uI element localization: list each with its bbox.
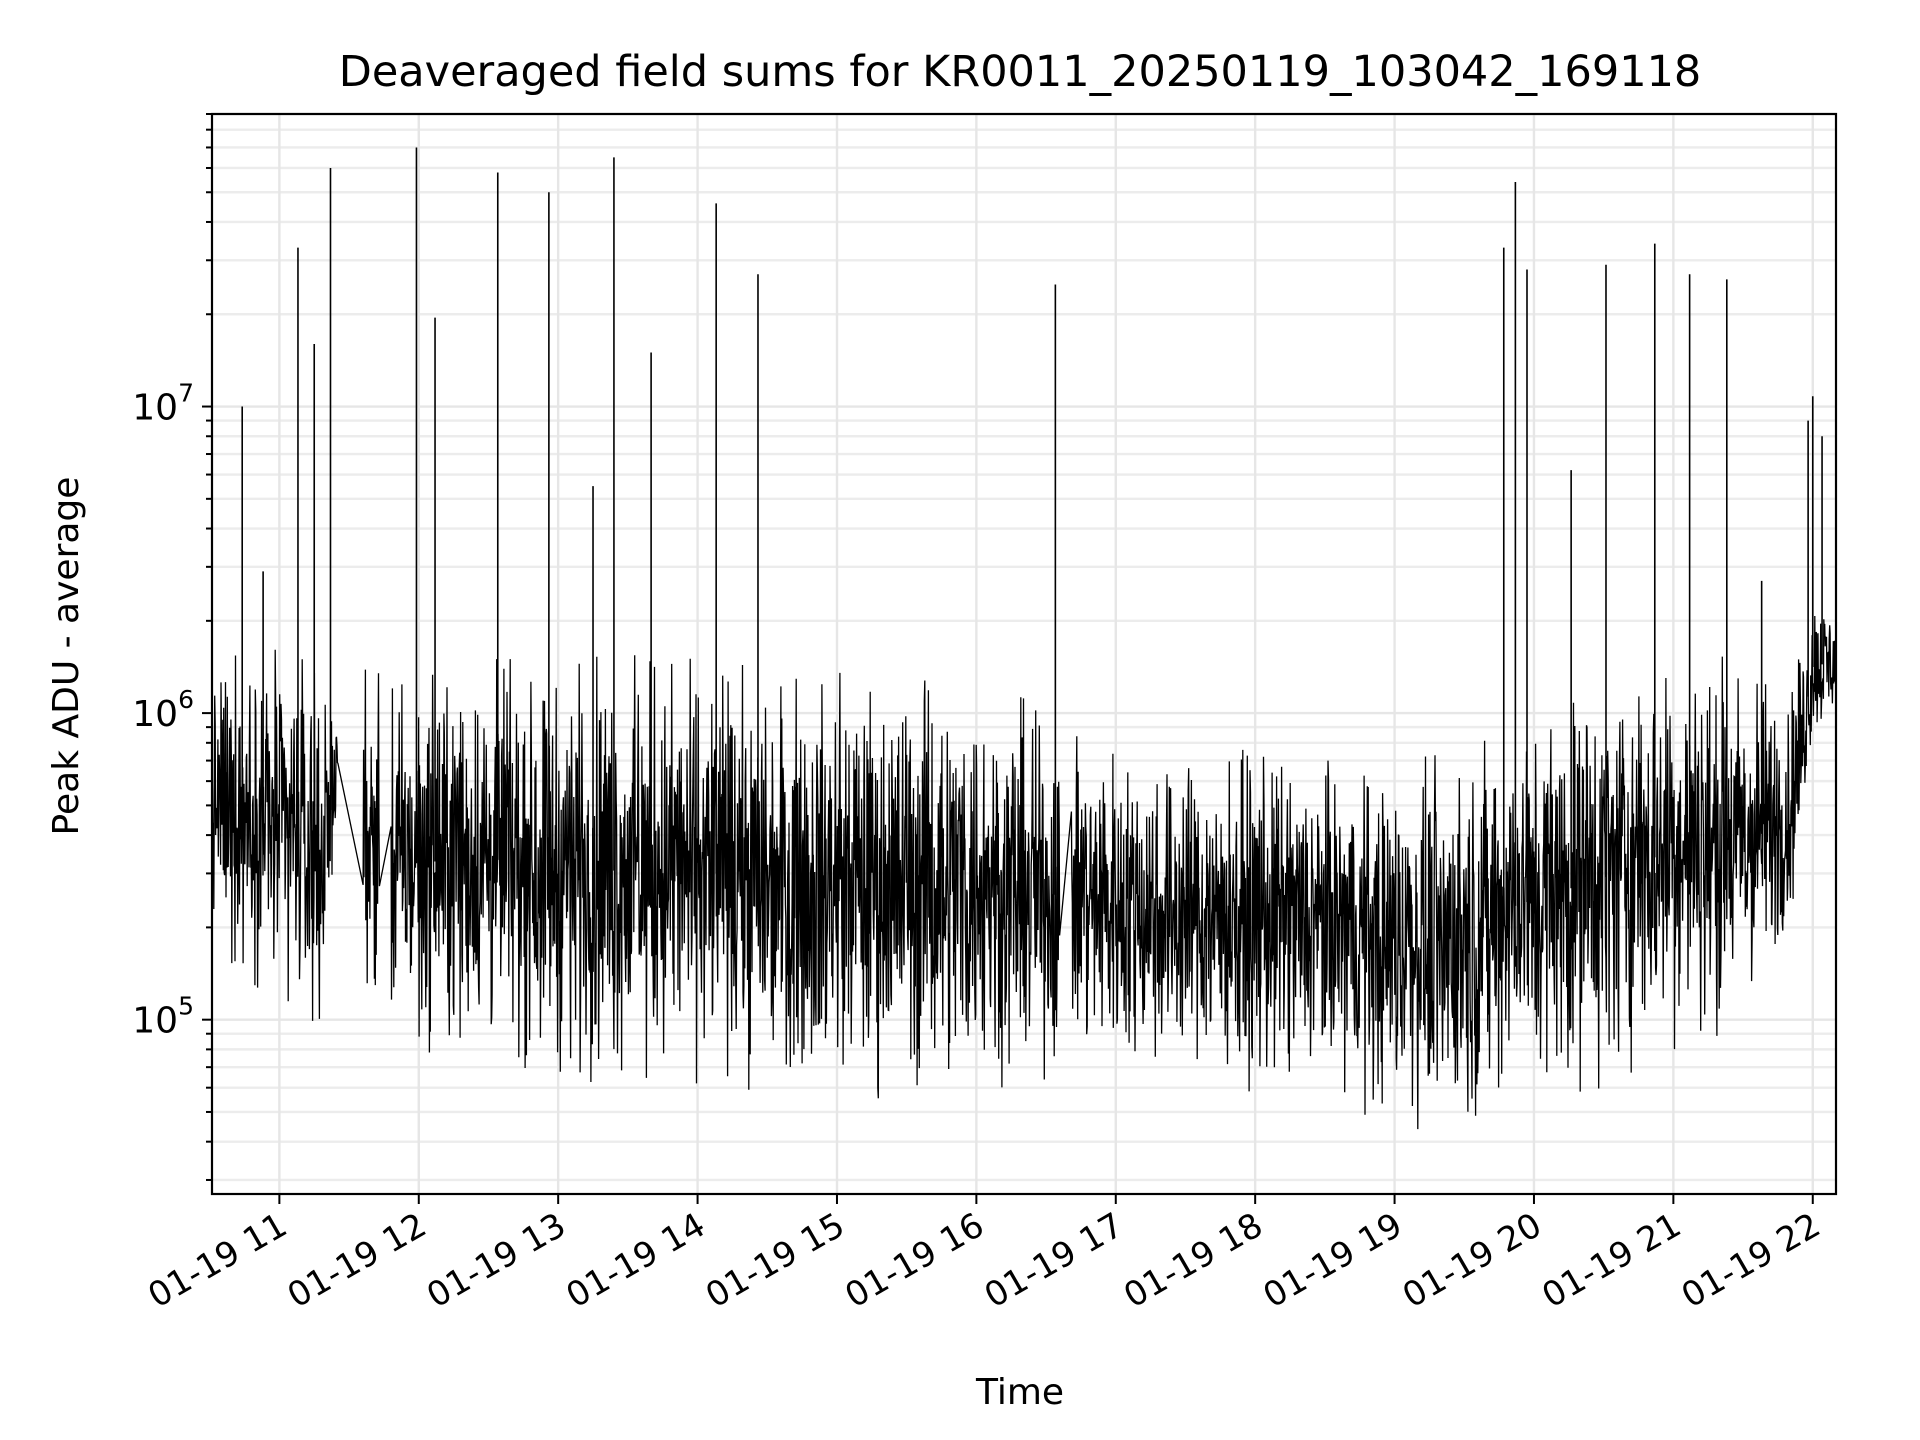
data-series: [211, 615, 1837, 1130]
x-tick-label: 01-19 21: [1535, 1205, 1687, 1316]
plot-frame: [210, 112, 1838, 1196]
x-tick-label: 01-19 22: [1675, 1205, 1827, 1316]
y-tick-label: 107: [132, 379, 194, 429]
y-tick-label: 106: [132, 685, 194, 735]
x-tick-label: 01-19 12: [281, 1205, 433, 1316]
x-tick-label: 01-19 16: [838, 1205, 990, 1316]
x-axis-label: Time: [975, 1372, 1064, 1413]
series-line: [211, 615, 1837, 1130]
x-tick-label: 01-19 11: [141, 1205, 293, 1316]
chart-title: Deaveraged field sums for KR0011_2025011…: [339, 47, 1702, 97]
x-tick-label: 01-19 20: [1396, 1205, 1548, 1316]
spikes: [241, 147, 1823, 913]
x-tick-label: 01-19 13: [420, 1205, 572, 1316]
x-tick-label: 01-19 19: [1257, 1205, 1409, 1316]
x-tick-label: 01-19 18: [1117, 1205, 1269, 1316]
grid: [212, 112, 1836, 1194]
x-tick-label: 01-19 17: [978, 1205, 1130, 1316]
x-tick-label: 01-19 15: [699, 1205, 851, 1316]
y-axis-label: Peak ADU - average: [46, 477, 87, 836]
x-tick-label: 01-19 14: [560, 1205, 712, 1316]
y-tick-label: 105: [132, 992, 194, 1042]
y-axis: 105 106 107: [132, 113, 212, 1181]
